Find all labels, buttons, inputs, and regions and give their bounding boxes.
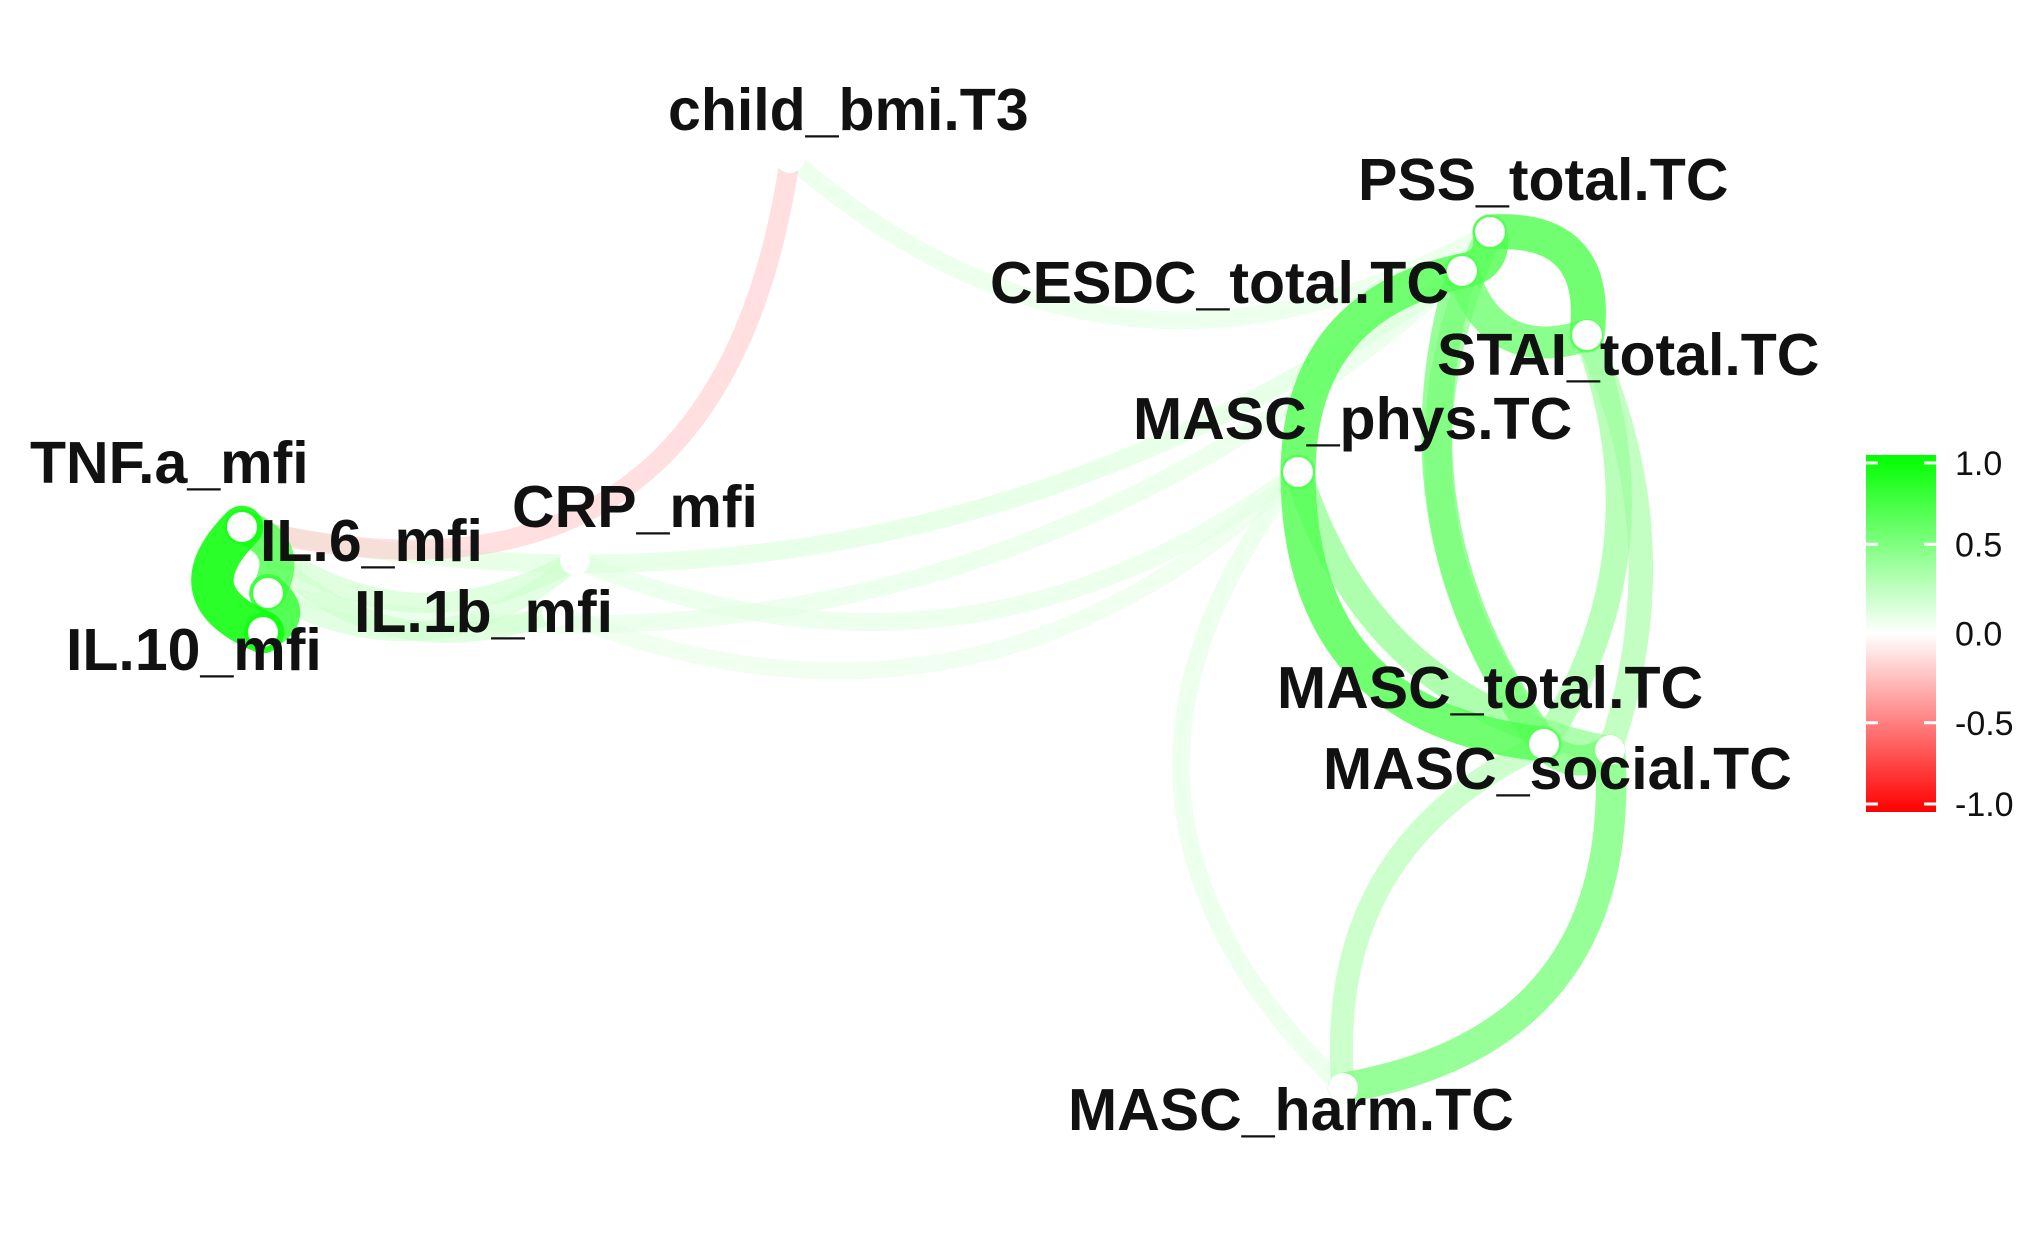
edge-tnf-child_bmi <box>232 148 800 560</box>
node-crp <box>560 545 590 575</box>
node-label-cesdc: CESDC_total.TC <box>990 250 1449 316</box>
legend-ticks: 1.0 0.5 0.0 -0.5 -1.0 <box>1866 445 2014 824</box>
legend-tick-label: 1.0 <box>1955 445 2002 483</box>
node-masc_phys <box>1283 457 1313 487</box>
edge-cesdc-masc_phys <box>1280 253 1480 490</box>
node-label-masc_social: MASC_social.TC <box>1323 736 1792 802</box>
color-legend: 1.0 0.5 0.0 -0.5 -1.0 <box>1866 445 2014 824</box>
node-masc_total <box>1529 729 1559 759</box>
labels-layer: child_bmi.T3 PSS_total.TC CESDC_total.TCST… <box>30 77 1819 1143</box>
node-label-masc_harm: MASC_harm.TC <box>1068 1077 1514 1143</box>
edge-crp-masc_phys <box>566 463 1307 631</box>
node-label-pss: PSS_total.TC <box>1358 147 1728 213</box>
legend-tick-label: 0.5 <box>1955 526 2002 564</box>
edge-masc_social-masc_harm <box>1327 734 1627 1104</box>
node-child_bmi <box>775 143 805 173</box>
node-label-il10: IL.10_mfi <box>66 617 322 683</box>
node-masc_harm <box>1328 1073 1358 1103</box>
edge-masc_total-masc_harm <box>1329 732 1556 1100</box>
node-label-masc_total: MASC_total.TC <box>1277 655 1703 721</box>
edge-masc_phys-masc_harm <box>1172 463 1352 1097</box>
node-cesdc <box>1447 256 1477 286</box>
edges-layer <box>191 148 1654 1104</box>
node-label-il6: IL.6_mfi <box>260 508 483 574</box>
nodes-layer <box>227 143 1625 1103</box>
edge-tnf-il10 <box>191 505 285 654</box>
node-label-masc_phys: MASC_phys.TC <box>1133 386 1572 452</box>
node-label-child_bmi: child_bmi.T3 <box>668 77 1029 143</box>
edge-cesdc-stai <box>1446 255 1603 359</box>
node-label-crp: CRP_mfi <box>512 474 758 540</box>
node-stai <box>1572 320 1602 350</box>
node-il6 <box>253 578 283 608</box>
edge-il1b-masc_phys <box>548 463 1307 680</box>
node-label-stai: STAI_total.TC <box>1437 322 1819 388</box>
node-pss <box>1475 217 1505 247</box>
node-label-il1b: IL.1b_mfi <box>354 579 613 645</box>
edge-masc_phys-masc_total <box>1280 454 1562 762</box>
edge-stai-masc_total <box>1531 322 1632 757</box>
node-il10 <box>248 617 278 647</box>
legend-tick-label: 0.0 <box>1955 616 2002 654</box>
edge-pss-stai <box>1472 214 1606 353</box>
edge-cesdc-masc_total <box>1421 255 1560 760</box>
node-tnf <box>227 512 257 542</box>
node-il1b <box>542 597 572 627</box>
legend-tick-label: -0.5 <box>1955 705 2014 743</box>
legend-tick-label: -1.0 <box>1955 786 2014 824</box>
node-masc_social <box>1595 735 1625 765</box>
node-label-tnf: TNF.a_mfi <box>30 430 309 496</box>
